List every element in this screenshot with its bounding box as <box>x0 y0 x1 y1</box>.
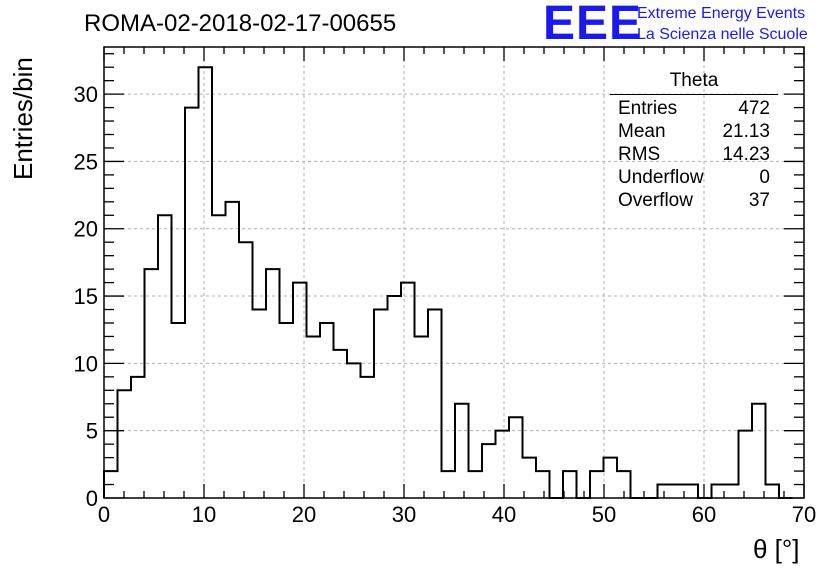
x-tick-label: 40 <box>492 502 516 527</box>
logo-subtitle-1: Extreme Energy Events <box>637 5 806 22</box>
grid-lines <box>104 47 804 498</box>
stats-value: 0 <box>759 167 770 188</box>
plot-frame <box>103 46 805 499</box>
stats-row-entries: Entries 472 <box>610 97 778 120</box>
x-tick-label: 30 <box>392 502 416 527</box>
y-tick-label: 25 <box>74 149 98 174</box>
eee-logo: EEE <box>543 0 643 50</box>
stats-label: RMS <box>618 144 661 165</box>
y-tick-label: 0 <box>86 486 98 511</box>
y-tick-label: 15 <box>74 284 98 309</box>
stats-row-underflow: Underflow 0 <box>610 166 778 189</box>
stats-value: 472 <box>738 98 770 119</box>
x-tick-label: 50 <box>592 502 616 527</box>
logo-subtitle-2: La Scienza nelle Scuole <box>637 26 808 43</box>
stats-label: Entries <box>618 98 678 119</box>
axis-ticks <box>103 47 805 499</box>
x-tick-label: 60 <box>692 502 716 527</box>
y-tick-label: 10 <box>74 351 98 376</box>
histogram-outline <box>103 66 793 499</box>
stats-value: 14.23 <box>722 144 770 165</box>
x-axis-label: θ [°] <box>753 534 800 564</box>
tick-labels: 0 10 20 30 40 50 60 70 0 5 10 15 20 25 30 <box>74 82 817 527</box>
y-tick-label: 30 <box>74 82 98 107</box>
stats-value: 37 <box>748 190 770 211</box>
stats-label: Mean <box>618 121 666 142</box>
y-axis-label: Entries/bin <box>8 57 38 180</box>
chart-title: ROMA-02-2018-02-17-00655 <box>84 10 397 37</box>
stats-box: Theta Entries 472 Mean 21.13 RMS 14.23 U… <box>610 70 778 212</box>
stats-row-overflow: Overflow 37 <box>610 189 778 212</box>
stats-value: 21.13 <box>722 121 770 142</box>
x-tick-label: 0 <box>98 502 110 527</box>
x-tick-label: 70 <box>792 502 816 527</box>
stats-row-rms: RMS 14.23 <box>610 143 778 166</box>
stats-row-mean: Mean 21.13 <box>610 120 778 143</box>
y-tick-label: 5 <box>86 419 98 444</box>
x-tick-label: 20 <box>292 502 316 527</box>
stats-label: Overflow <box>618 190 693 211</box>
stats-title: Theta <box>610 70 778 95</box>
y-tick-label: 20 <box>74 217 98 242</box>
x-tick-label: 10 <box>192 502 216 527</box>
stats-label: Underflow <box>618 167 704 188</box>
